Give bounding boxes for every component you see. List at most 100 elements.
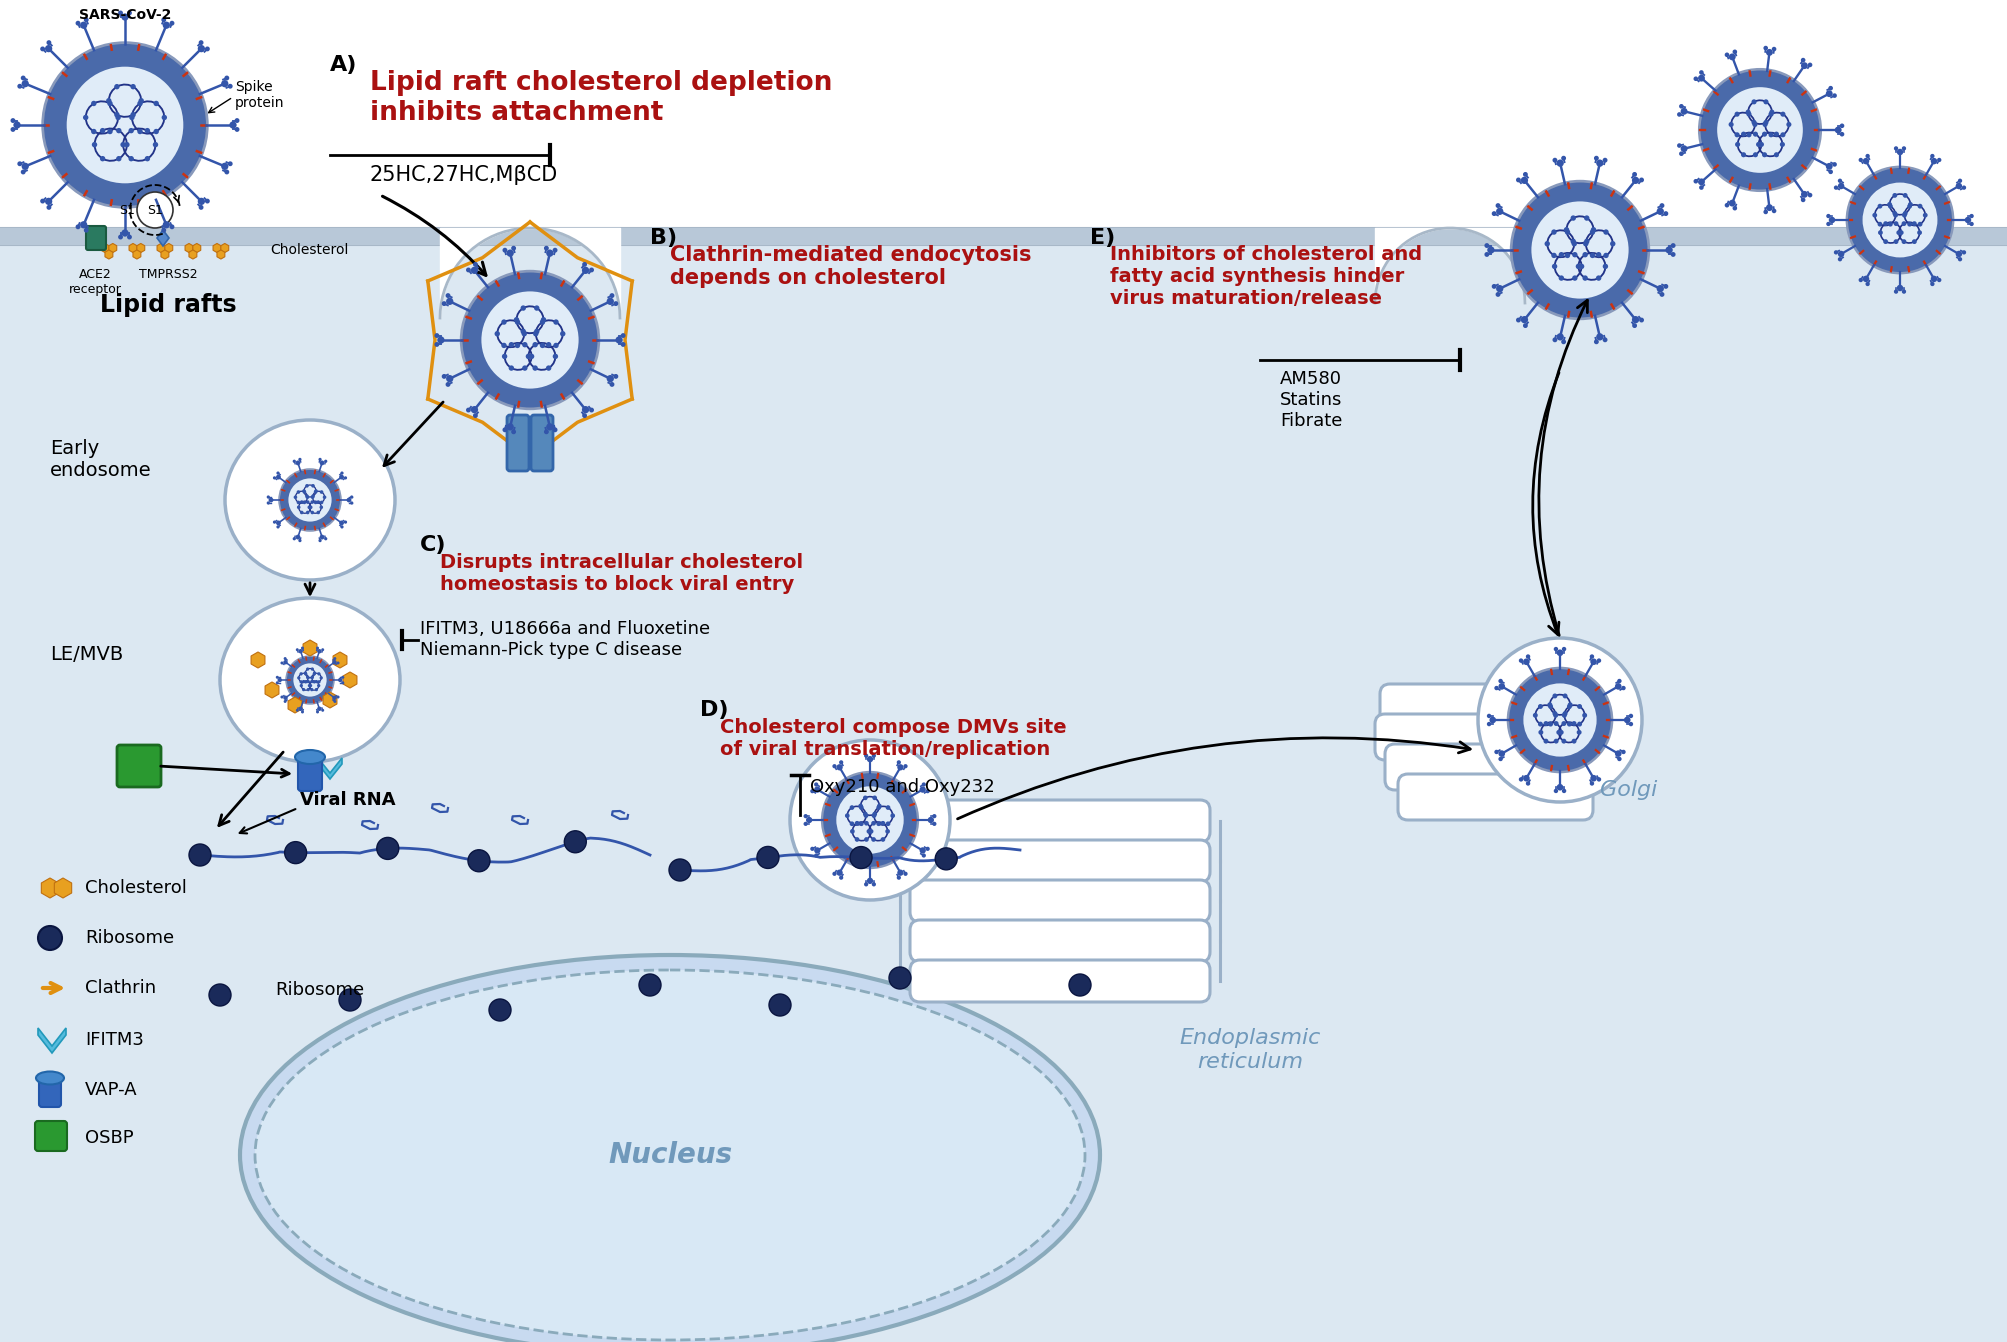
Polygon shape (100, 243, 108, 252)
Circle shape (849, 821, 853, 827)
Polygon shape (42, 878, 58, 898)
Circle shape (1760, 132, 1766, 137)
Circle shape (299, 511, 303, 514)
Circle shape (82, 115, 88, 121)
Circle shape (482, 291, 578, 389)
FancyBboxPatch shape (1397, 774, 1592, 820)
Circle shape (1596, 333, 1604, 341)
Circle shape (1752, 132, 1758, 137)
Polygon shape (165, 243, 173, 252)
Circle shape (315, 688, 317, 691)
Circle shape (307, 506, 311, 509)
Circle shape (281, 662, 283, 664)
Circle shape (377, 837, 399, 859)
Circle shape (1893, 239, 1897, 244)
Circle shape (1551, 229, 1555, 235)
Circle shape (1838, 132, 1842, 137)
Circle shape (1582, 252, 1588, 258)
Circle shape (1555, 333, 1563, 341)
Circle shape (1068, 974, 1090, 996)
Circle shape (1899, 231, 1903, 235)
Circle shape (311, 495, 315, 499)
Text: Nucleus: Nucleus (608, 1141, 733, 1169)
Ellipse shape (255, 970, 1084, 1341)
Circle shape (919, 786, 925, 793)
Circle shape (588, 267, 594, 272)
Text: Oxy210 and Oxy232: Oxy210 and Oxy232 (809, 778, 993, 796)
Text: Lipid raft cholesterol depletion
inhibits attachment: Lipid raft cholesterol depletion inhibit… (369, 70, 833, 126)
Circle shape (307, 680, 309, 683)
Circle shape (1497, 750, 1505, 757)
Circle shape (859, 821, 863, 827)
Circle shape (474, 413, 478, 419)
Circle shape (1828, 169, 1832, 174)
Circle shape (1800, 58, 1804, 62)
Circle shape (307, 676, 309, 679)
Circle shape (1628, 722, 1632, 726)
Circle shape (22, 81, 28, 87)
Circle shape (1616, 757, 1622, 761)
Circle shape (1582, 242, 1588, 247)
Circle shape (520, 329, 526, 334)
Circle shape (297, 490, 301, 494)
Circle shape (153, 142, 159, 148)
Circle shape (337, 678, 343, 682)
Circle shape (833, 764, 837, 769)
Circle shape (1929, 154, 1933, 158)
Circle shape (885, 821, 889, 827)
Circle shape (205, 47, 209, 51)
Text: Early
endosome: Early endosome (50, 439, 153, 480)
Circle shape (1487, 247, 1493, 254)
Circle shape (638, 974, 660, 996)
Circle shape (189, 844, 211, 866)
Circle shape (209, 984, 231, 1006)
Circle shape (46, 205, 52, 209)
Circle shape (1676, 144, 1680, 148)
Circle shape (305, 675, 309, 679)
Circle shape (1561, 711, 1567, 717)
Circle shape (1571, 252, 1578, 258)
Circle shape (1575, 705, 1582, 709)
Text: Cholesterol compose DMVs site
of viral translation/replication: Cholesterol compose DMVs site of viral t… (721, 718, 1066, 760)
Circle shape (1824, 90, 1832, 97)
Circle shape (1569, 239, 1575, 244)
Circle shape (128, 127, 134, 133)
Circle shape (877, 804, 881, 808)
Text: Cholesterol: Cholesterol (84, 879, 187, 896)
Circle shape (323, 537, 327, 541)
Circle shape (1602, 229, 1608, 235)
Circle shape (534, 329, 540, 334)
Circle shape (116, 127, 122, 133)
Circle shape (1565, 705, 1571, 709)
Circle shape (1758, 142, 1762, 148)
Circle shape (293, 460, 295, 463)
Circle shape (299, 501, 303, 503)
Circle shape (446, 374, 454, 382)
Circle shape (863, 812, 867, 816)
Circle shape (871, 882, 875, 887)
Circle shape (283, 658, 287, 660)
Circle shape (769, 994, 791, 1016)
Circle shape (1517, 777, 1523, 781)
Circle shape (1764, 204, 1772, 211)
Polygon shape (213, 243, 221, 252)
Circle shape (811, 789, 815, 793)
Circle shape (1515, 177, 1519, 183)
Circle shape (1590, 229, 1594, 235)
Bar (0, 0, 2007, 235)
Circle shape (42, 42, 209, 209)
Circle shape (1596, 777, 1600, 781)
Circle shape (1555, 160, 1563, 166)
Circle shape (1865, 282, 1869, 286)
Circle shape (1750, 119, 1756, 125)
Circle shape (1895, 231, 1901, 235)
Circle shape (90, 129, 96, 134)
Circle shape (1620, 686, 1626, 690)
Circle shape (1724, 52, 1728, 58)
Circle shape (299, 684, 303, 687)
Circle shape (114, 115, 120, 121)
Circle shape (532, 365, 538, 370)
Circle shape (1551, 252, 1555, 258)
Circle shape (279, 470, 339, 530)
Circle shape (1575, 722, 1582, 726)
